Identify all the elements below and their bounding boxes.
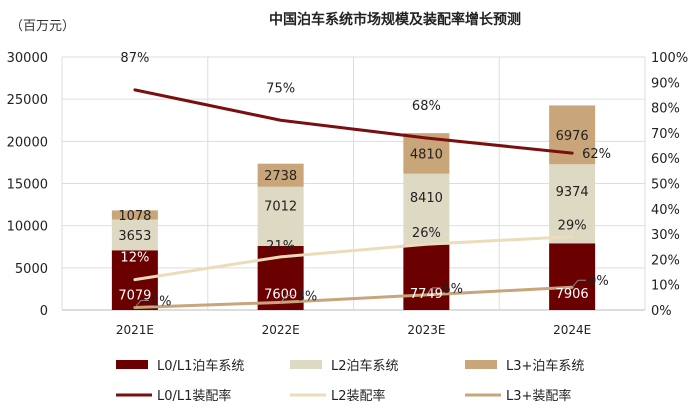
bar-l2 <box>257 186 304 246</box>
bar-value-label: 9374 <box>556 185 589 200</box>
right-tick-label: 50% <box>651 178 680 193</box>
line-value-label: 12% <box>120 251 149 266</box>
left-tick-label: 5000 <box>15 262 48 277</box>
legend-swatch <box>465 360 497 369</box>
leader-line <box>571 279 587 288</box>
line-value-label: 1% <box>151 294 172 309</box>
right-tick-label: 10% <box>651 279 680 294</box>
bar-l3 <box>257 163 304 187</box>
legend-label: L3+装配率 <box>506 388 571 404</box>
line-value-label: 21% <box>266 239 295 254</box>
bar-value-label: 8410 <box>410 191 443 206</box>
legend-swatch <box>290 360 322 369</box>
right-tick-label: 100% <box>651 51 688 66</box>
line-value-label: 9% <box>588 274 609 289</box>
line-l2-rate <box>133 235 574 282</box>
right-tick-label: 80% <box>651 102 680 117</box>
line-value-label: 62% <box>582 147 611 162</box>
left-tick-label: 20000 <box>7 135 48 150</box>
unit-label: （百万元） <box>10 19 75 34</box>
line-value-label: 6% <box>442 282 463 297</box>
bar-l0l1 <box>403 244 450 310</box>
bar-value-label: 2738 <box>264 169 297 184</box>
x-tick-label: 2024E <box>553 323 591 337</box>
left-tick-label: 30000 <box>7 51 48 66</box>
line-l3-rate <box>133 285 574 309</box>
bar-l2 <box>403 173 450 245</box>
bar-l3 <box>111 210 158 220</box>
legend-label: L3+泊车系统 <box>506 358 584 374</box>
line-value-label: 75% <box>266 81 295 96</box>
line-value-label: 68% <box>412 99 441 114</box>
line-value-label: 26% <box>412 226 441 241</box>
bar-l2 <box>549 164 596 244</box>
chart-title: 中国泊车系统市场规模及装配率增长预测 <box>269 11 521 28</box>
bar-value-label: 4810 <box>410 147 443 162</box>
leader-line <box>425 287 441 296</box>
right-tick-label: 30% <box>651 228 680 243</box>
line-l0l1-rate <box>133 88 574 155</box>
right-tick-label: 20% <box>651 253 680 268</box>
right-tick-label: 70% <box>651 127 680 142</box>
legend-label: L0/L1泊车系统 <box>157 358 244 374</box>
bar-value-label: 7906 <box>556 287 589 302</box>
bar-value-label: 7600 <box>264 287 297 302</box>
left-tick-label: 15000 <box>7 178 48 193</box>
bar-l0l1 <box>549 243 596 310</box>
x-tick-label: 2022E <box>262 323 300 337</box>
bar-value-label: 1078 <box>118 209 151 224</box>
left-tick-label: 10000 <box>7 220 48 235</box>
legend-label: L2装配率 <box>331 388 386 404</box>
right-tick-label: 0% <box>651 304 672 319</box>
line-value-label: 3% <box>297 289 318 304</box>
bar-l2 <box>111 219 158 251</box>
bar-value-label: 6976 <box>556 129 589 144</box>
leader-line <box>280 294 295 303</box>
bar-value-label: 7012 <box>264 199 297 214</box>
right-tick-label: 40% <box>651 203 680 218</box>
line-value-label: 29% <box>558 219 587 234</box>
bar-value-label: 7079 <box>118 288 151 303</box>
bar-value-label: 3653 <box>118 229 151 244</box>
x-tick-label: 2021E <box>116 323 154 337</box>
legend-label: L0/L1装配率 <box>157 388 231 404</box>
x-tick-label: 2023E <box>407 323 445 337</box>
right-tick-label: 60% <box>651 152 680 167</box>
left-tick-label: 25000 <box>7 93 48 108</box>
left-tick-label: 0 <box>40 304 48 319</box>
right-tick-label: 90% <box>651 76 680 91</box>
leader-line <box>134 299 149 308</box>
legend-label: L2泊车系统 <box>331 358 399 374</box>
legend-swatch <box>116 360 148 369</box>
line-value-label: 87% <box>120 51 149 66</box>
